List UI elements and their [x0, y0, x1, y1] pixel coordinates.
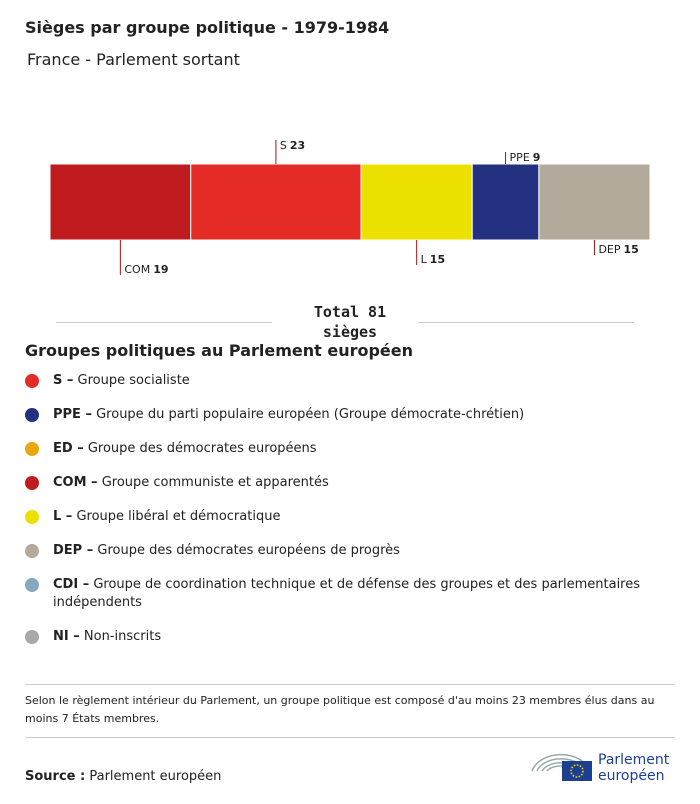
- segment-name: PPE: [510, 151, 530, 164]
- legend-item: S – Groupe socialiste: [24, 372, 664, 390]
- segment-label: L 15: [421, 253, 445, 266]
- divider: [25, 684, 675, 685]
- legend-swatch: [25, 442, 39, 456]
- bar-segment: [190, 163, 362, 241]
- legend-swatch: [25, 630, 39, 644]
- segment-label: PPE 9: [510, 151, 541, 164]
- legend-abbr: COM –: [53, 475, 98, 490]
- divider: [418, 322, 634, 323]
- segment-name: L: [421, 253, 428, 266]
- legend-title: Groupes politiques au Parlement européen: [25, 341, 414, 360]
- legend-abbr: S –: [53, 373, 74, 388]
- legend-label: Groupe socialiste: [77, 373, 190, 388]
- legend-swatch: [25, 544, 39, 558]
- legend-label: Groupe de coordination technique et de d…: [53, 577, 641, 610]
- note: Selon le règlement intérieur du Parlemen…: [25, 694, 655, 725]
- legend-label: Groupe des démocrates européens de progr…: [97, 543, 400, 558]
- divider: [25, 737, 675, 738]
- logo: [531, 753, 592, 781]
- legend-label: Groupe communiste et apparentés: [101, 475, 329, 490]
- segment-value: 23: [290, 139, 305, 152]
- segment-value: 15: [624, 243, 639, 256]
- legend-item: L – Groupe libéral et démocratique: [24, 508, 664, 526]
- legend-item: DEP – Groupe des démocrates européens de…: [24, 542, 664, 560]
- chart-subtitle: France - Parlement sortant: [27, 50, 240, 69]
- bar-segment: [360, 163, 473, 241]
- legend: S – Groupe socialiste PPE – Groupe du par…: [24, 372, 664, 662]
- source-label: Source :: [25, 769, 86, 784]
- legend-swatch: [25, 374, 39, 388]
- source: Source : Parlement européen: [25, 769, 221, 784]
- legend-swatch: [25, 408, 39, 422]
- segment-name: S: [280, 139, 287, 152]
- legend-abbr: L –: [53, 509, 73, 524]
- segment-value: 9: [533, 151, 541, 164]
- source-text: Parlement européen: [89, 769, 222, 784]
- legend-item: PPE – Groupe du parti populaire européen…: [24, 406, 664, 424]
- legend-abbr: ED –: [53, 441, 84, 456]
- segment-value: 15: [430, 253, 445, 266]
- segment-name: COM: [124, 263, 150, 276]
- legend-item: ED – Groupe des démocrates européens: [24, 440, 664, 458]
- segment-label: COM 19: [124, 263, 168, 276]
- legend-item: NI – Non-inscrits: [24, 628, 664, 646]
- legend-label: Non-inscrits: [83, 629, 162, 644]
- legend-label: Groupe des démocrates européens: [87, 441, 317, 456]
- divider: [56, 322, 272, 323]
- total-label: Total 81 sièges: [313, 303, 387, 341]
- legend-swatch: [25, 476, 39, 490]
- segment-label: S 23: [280, 139, 305, 152]
- legend-item: COM – Groupe communiste et apparentés: [24, 474, 664, 492]
- segment-label: DEP 15: [598, 243, 638, 256]
- legend-abbr: DEP –: [53, 543, 94, 558]
- legend-label: Groupe libéral et démocratique: [76, 509, 281, 524]
- bar-segment: [538, 163, 651, 241]
- legend-swatch: [25, 578, 39, 592]
- legend-swatch: [25, 510, 39, 524]
- legend-abbr: NI –: [53, 629, 80, 644]
- bar-segment: [49, 163, 192, 241]
- legend-item: CDI – Groupe de coordination technique e…: [24, 576, 664, 612]
- legend-abbr: PPE –: [53, 407, 92, 422]
- bar-segment: [471, 163, 540, 241]
- legend-abbr: CDI –: [53, 577, 90, 592]
- chart-title: Sièges par groupe politique - 1979-1984: [25, 18, 390, 37]
- logo-text: Parlement européen: [598, 752, 670, 784]
- segment-name: DEP: [598, 243, 620, 256]
- segment-value: 19: [153, 263, 168, 276]
- legend-label: Groupe du parti populaire européen (Grou…: [96, 407, 525, 422]
